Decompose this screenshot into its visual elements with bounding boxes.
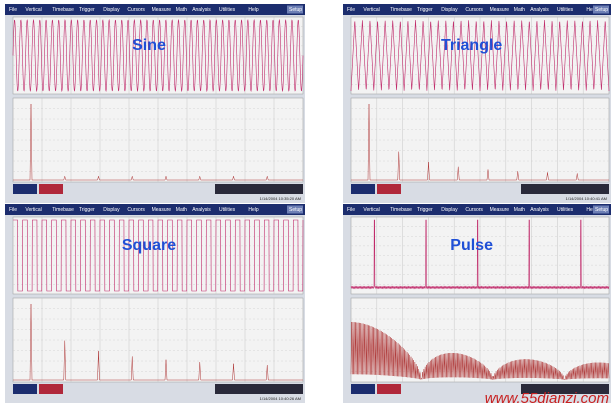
spectrum [13,303,303,381]
menu-item[interactable]: Help [586,207,597,213]
scope-panel: File Vertical Timebase Trigger Display Cursor… [343,204,611,403]
menu-item[interactable]: Measure [152,207,172,213]
scope-panel: File Vertical Timebase Trigger Display Cursor… [5,4,305,203]
menu-item[interactable]: File [347,207,355,213]
menu-item[interactable]: Timebase [390,7,412,13]
menu-item[interactable]: Analysis [192,207,211,213]
scope-panel: File Vertical Timebase Trigger Display Cursor… [343,4,611,203]
menu-item[interactable]: Vertical [363,7,379,13]
menu-item[interactable]: Math [176,207,187,213]
panel-title: Triangle [441,37,502,54]
menu-item[interactable]: Trigger [417,7,433,13]
menu-item[interactable]: Display [441,207,458,213]
status-bar [13,384,37,394]
setup-label: Setup [595,207,608,213]
setup-button[interactable] [593,205,609,214]
status-bar [351,384,375,394]
menu-item[interactable]: Help [586,7,597,13]
menu-bar [5,4,305,15]
waveform [350,19,610,92]
menu-item[interactable]: Vertical [363,207,379,213]
menu-item[interactable]: File [347,7,355,13]
menu-item[interactable]: Cursors [127,207,145,213]
menu-item[interactable]: Math [176,7,187,13]
panel-title: Pulse [450,237,493,254]
menu-item[interactable]: Analysis [192,7,211,13]
menu-item[interactable]: Timebase [390,207,412,213]
waveform [13,219,304,292]
menu-item[interactable]: Measure [152,7,172,13]
menu-item[interactable]: Display [103,7,120,13]
spectrum [13,103,303,181]
setup-label: Setup [595,7,608,13]
scope-panel: File Vertical Timebase Trigger Display Cursor… [5,204,305,403]
status-bar [215,184,303,194]
menu-item[interactable]: Timebase [52,7,74,13]
menu-item[interactable]: Trigger [417,207,433,213]
menu-item[interactable]: Cursors [465,207,483,213]
status-bar [39,384,63,394]
menu-item[interactable]: Utilities [557,7,574,13]
menu-item[interactable]: Analysis [530,7,549,13]
menu-item[interactable]: Measure [490,207,510,213]
status-bar [351,184,375,194]
status-bar [521,384,609,394]
waveform [350,219,610,290]
spectrum [351,103,609,181]
status-bar [215,384,303,394]
menu-item[interactable]: Utilities [219,207,236,213]
menu-item[interactable]: Cursors [127,7,145,13]
menu-item[interactable]: Help [248,207,259,213]
menu-item[interactable]: Utilities [557,207,574,213]
panel-title: Sine [132,37,166,54]
panel-title: Square [122,237,176,254]
timestamp: 1/14/2004 10:40:26 AM [260,396,301,401]
status-bar [521,184,609,194]
menu-item[interactable]: Math [514,7,525,13]
menu-item[interactable]: Timebase [52,207,74,213]
menu-bar [343,4,611,15]
setup-button[interactable] [287,205,303,214]
menu-item[interactable]: Help [248,7,259,13]
menu-item[interactable]: Analysis [530,207,549,213]
menu-item[interactable]: Vertical [25,7,41,13]
menu-bar [343,204,611,215]
menu-item[interactable]: File [9,7,17,13]
menu-item[interactable]: Cursors [465,7,483,13]
menu-item[interactable]: Utilities [219,7,236,13]
menu-item[interactable]: Math [514,207,525,213]
menu-item[interactable]: Display [103,207,120,213]
timestamp: 1/14/2004 10:35:20 AM [260,196,301,201]
setup-button[interactable] [287,5,303,14]
menu-item[interactable]: Display [441,7,458,13]
menu-item[interactable]: Trigger [79,207,95,213]
status-bar [13,184,37,194]
setup-button[interactable] [593,5,609,14]
menu-item[interactable]: Trigger [79,7,95,13]
spectrum [350,321,610,381]
status-bar [39,184,63,194]
menu-item[interactable]: Measure [490,7,510,13]
waveform [12,18,304,93]
menu-item[interactable]: File [9,207,17,213]
timestamp: 1/14/2004 10:40:41 AM [566,196,607,201]
menu-item[interactable]: Vertical [25,207,41,213]
menu-bar [5,204,305,215]
watermark: www.55dianzi.com [484,390,609,407]
setup-label: Setup [289,7,302,13]
setup-label: Setup [289,207,302,213]
status-bar [377,384,401,394]
status-bar [377,184,401,194]
